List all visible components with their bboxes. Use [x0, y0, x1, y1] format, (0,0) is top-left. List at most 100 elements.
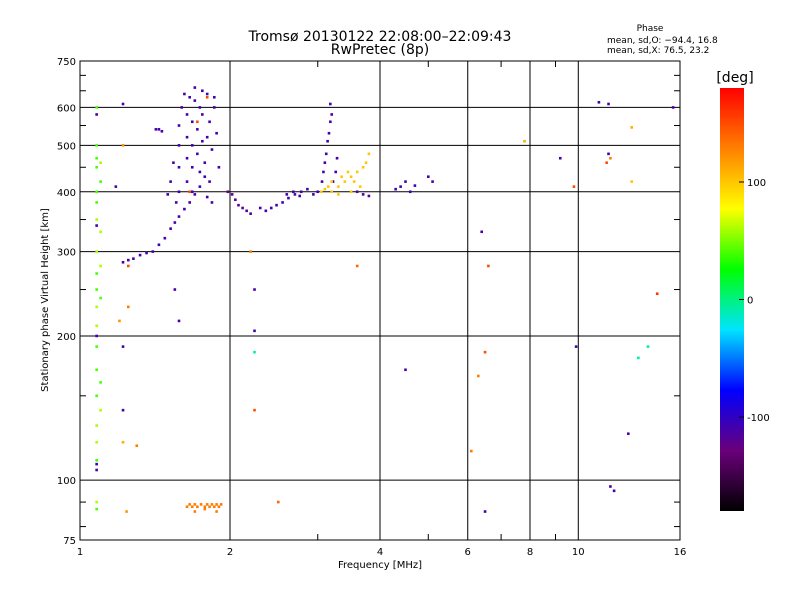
data-point	[203, 507, 207, 511]
data-point	[169, 180, 172, 183]
data-point	[343, 180, 347, 183]
data-point	[258, 206, 262, 210]
data-point	[326, 139, 329, 143]
data-point	[323, 161, 327, 164]
phase-stats-heading: Phase	[637, 24, 664, 34]
data-point	[208, 505, 211, 509]
data-point	[327, 131, 331, 135]
chart-title: Tromsø 20130122 22:08:00–22:09:43	[248, 29, 512, 45]
colorbar-tick-label: 0	[747, 296, 753, 307]
y-tick-label: 500	[57, 141, 76, 152]
data-point	[193, 99, 197, 102]
data-point	[193, 503, 197, 506]
data-point	[355, 190, 359, 194]
data-point	[95, 272, 98, 275]
data-point	[180, 106, 184, 109]
phase-stats-x: mean, sd,X: 76.5, 23.2	[607, 46, 709, 56]
data-point	[609, 156, 612, 160]
axes: 1 2 4 6 8 10 16 75 100 200 300 400 500 600 750	[57, 57, 686, 558]
data-point	[245, 209, 248, 213]
data-point	[346, 170, 350, 174]
data-point	[201, 89, 204, 93]
data-point	[126, 264, 130, 268]
data-point	[215, 510, 218, 513]
data-point	[190, 190, 194, 194]
data-point	[329, 102, 332, 106]
data-point	[196, 128, 199, 131]
data-point	[253, 329, 256, 333]
data-point	[185, 156, 189, 160]
x-tick-label: 8	[527, 547, 533, 558]
data-point	[99, 161, 102, 164]
data-point	[352, 180, 356, 183]
data-point	[205, 95, 209, 99]
data-point	[330, 190, 334, 194]
data-point	[607, 102, 610, 106]
x-tick-label: 16	[674, 547, 687, 558]
data-point	[269, 206, 273, 210]
data-point	[95, 394, 98, 398]
data-point	[293, 193, 297, 196]
data-point	[208, 180, 211, 183]
x-tick-label: 10	[572, 547, 585, 558]
data-point	[177, 190, 181, 194]
data-point	[205, 503, 209, 506]
data-point	[219, 503, 223, 506]
data-point	[483, 510, 487, 513]
data-point	[198, 106, 202, 109]
data-point	[572, 185, 576, 188]
x-tick-label: 2	[227, 547, 233, 558]
data-point	[205, 92, 209, 96]
data-point	[125, 510, 128, 513]
data-point	[470, 449, 473, 453]
data-point	[671, 106, 675, 109]
data-point	[135, 444, 139, 448]
data-point	[196, 120, 199, 124]
data-point	[276, 500, 280, 504]
data-point	[190, 120, 194, 124]
data-point	[183, 92, 186, 96]
data-point	[185, 505, 189, 509]
data-point	[95, 440, 98, 444]
data-point	[203, 505, 207, 509]
data-point	[215, 131, 218, 135]
data-point	[213, 106, 216, 109]
data-point	[217, 505, 221, 509]
data-point	[95, 500, 98, 504]
data-point	[655, 292, 659, 296]
data-point	[201, 113, 204, 116]
data-point	[253, 408, 256, 412]
data-point	[95, 507, 98, 511]
data-point	[306, 187, 309, 191]
data-point	[630, 180, 634, 183]
data-point	[253, 288, 256, 291]
data-point	[151, 250, 155, 253]
data-point	[253, 350, 256, 354]
data-point	[95, 144, 98, 147]
data-point	[99, 264, 102, 268]
data-point	[322, 170, 325, 174]
data-point	[188, 190, 191, 194]
data-point	[177, 319, 181, 323]
data-point	[185, 180, 189, 183]
data-point	[331, 180, 335, 183]
data-point	[605, 161, 608, 164]
data-point	[121, 440, 125, 444]
data-point	[217, 165, 221, 169]
data-point	[99, 408, 102, 412]
data-point	[177, 124, 181, 127]
data-point	[95, 201, 98, 204]
data-point	[190, 505, 194, 509]
data-point	[487, 264, 490, 268]
data-point	[340, 175, 343, 179]
y-tick-label: 75	[63, 536, 76, 547]
data-point	[188, 95, 191, 99]
chart-subtitle: RwPretec (8p)	[331, 42, 429, 58]
data-point	[95, 165, 98, 169]
data-point	[316, 190, 320, 194]
data-point	[408, 190, 412, 194]
colorbar-tick-label: -100	[747, 413, 770, 424]
data-point	[118, 319, 121, 323]
data-point	[190, 144, 194, 147]
